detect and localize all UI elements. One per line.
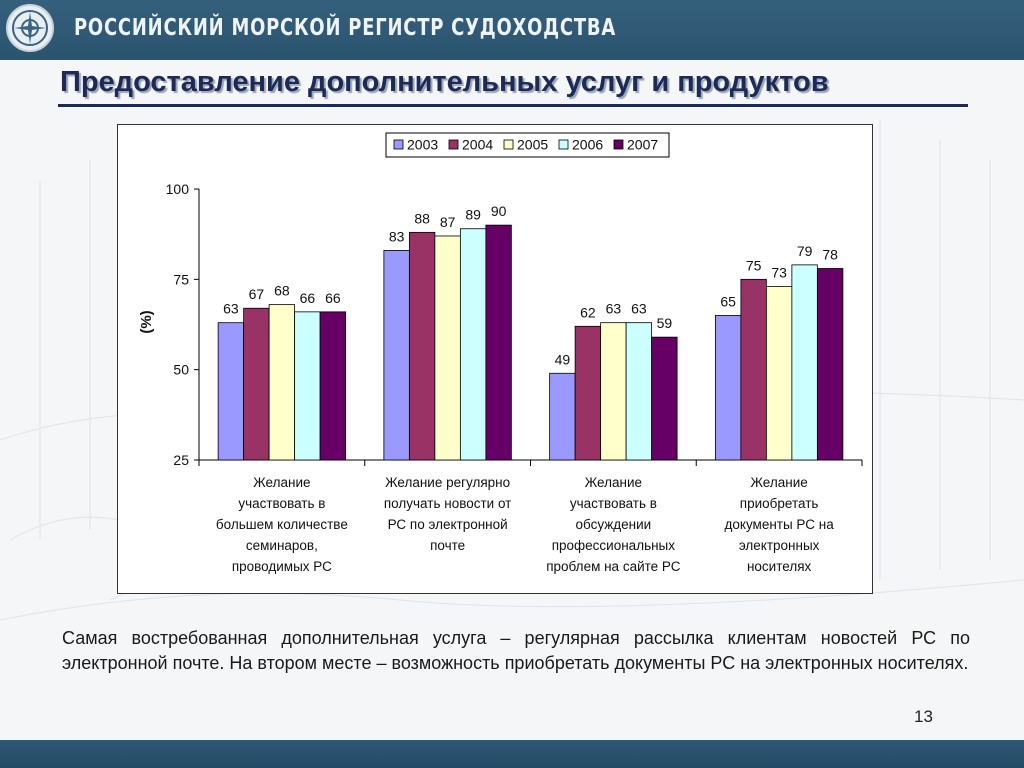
y-tick-label: 50 [173,362,189,378]
legend-label-2003: 2003 [407,137,438,153]
data-label: 87 [440,214,456,230]
legend-swatch-2003 [393,139,404,150]
bar-2007 [319,311,347,461]
x-category-label-line: обсуждении [575,517,652,532]
y-axis-label: (%) [138,310,155,333]
data-label: 88 [414,210,430,226]
page-title: Предоставление дополнительных услуг и пр… [60,66,829,98]
x-category-label-line: участвовать в [238,496,326,511]
x-category-label-line: документы РС на [724,517,834,532]
bar-2005 [268,304,296,461]
header-bar: РОССИЙСКИЙ МОРСКОЙ РЕГИСТР СУДОХОДСТВА [0,0,1024,60]
data-label: 67 [249,286,265,302]
data-label: 83 [389,228,405,244]
chart-panel: 25 50 75 100 (%) 63 83 49 65 67 88 62 75 68 87 63 73 66 89… [117,124,873,594]
legend-label-2005: 2005 [517,137,548,153]
bar-2006 [294,311,321,461]
org-name: РОССИЙСКИЙ МОРСКОЙ РЕГИСТР СУДОХОДСТВА [74,15,616,41]
data-label: 68 [274,283,290,299]
bar-2003 [217,322,245,461]
x-category-label-line: носителях [746,559,812,574]
data-label: 90 [491,203,507,219]
bar-2005 [765,286,793,461]
bar-2004 [574,325,602,461]
data-label: 78 [822,246,838,262]
bar-2006 [791,264,818,461]
bar-2003 [549,372,576,461]
data-label: 63 [223,301,239,317]
x-category-label-line: профессиональных [551,538,676,553]
bar-chart: 25 50 75 100 (%) 63 83 49 65 67 88 62 75 68 87 63 73 66 89… [138,132,863,468]
x-category-label-line: Желание [253,475,311,490]
x-category-label-line: РС по электронной [387,517,508,532]
bar-2003 [714,315,742,461]
data-label: 63 [606,301,622,317]
bar-2004 [243,307,270,461]
x-category-label-line: Желание [750,475,808,490]
bar-2004 [408,231,436,461]
x-category-label-line: семинаров, [245,538,318,553]
bar-2007 [485,224,512,461]
data-label: 66 [325,290,341,306]
bar-2007 [651,336,678,461]
x-category-label: Желание приобретать документы РС на электро… [698,472,860,577]
data-label: 63 [631,301,647,317]
legend-swatch-2004 [448,139,459,150]
y-tick-label: 75 [173,271,189,287]
data-label: 75 [746,257,762,273]
bar-2006 [625,322,653,461]
data-label: 79 [797,243,813,259]
x-category-label-line: получать новости от [383,496,512,511]
y-tick-label: 100 [166,181,190,197]
x-category-label-line: участвовать в [569,496,657,511]
title-underline [58,104,968,107]
legend-swatch-2006 [558,139,569,150]
data-label: 59 [657,315,673,331]
y-tick-label: 25 [173,452,189,468]
bar-2006 [459,228,487,461]
bar-2005 [434,235,461,461]
x-category-label-line: Желание регулярно [385,475,511,490]
x-category-label-line: Желание [584,475,642,490]
data-label: 89 [465,207,481,223]
bar-2003 [383,250,410,461]
data-label: 73 [771,265,787,281]
bar-2004 [740,278,767,461]
x-category-label: Желание участвовать в обсуждении профессион… [532,472,694,577]
x-category-label-line: проводимых РС [231,559,332,574]
x-category-label-line: почте [430,538,466,553]
page-number: 13 [914,707,933,726]
bar-2007 [816,268,844,461]
x-category-label-line: большем количестве [215,517,348,532]
x-category-label-line: приобретать [739,496,819,511]
bar-2005 [600,322,627,461]
legend-swatch-2007 [613,139,624,150]
legend-swatch-2005 [503,139,514,150]
legend-label-2006: 2006 [572,137,603,153]
data-label: 66 [300,290,316,306]
data-label: 65 [720,293,736,309]
register-logo [6,4,54,52]
x-category-label: Желание участвовать в большем количестве се… [201,472,363,577]
data-label: 49 [555,351,571,367]
x-category-label: Желание регулярно получать новости от РС п… [367,472,529,556]
x-category-label-line: электронных [738,538,820,553]
data-label: 62 [580,304,596,320]
legend-label-2007: 2007 [627,137,658,153]
footer-bar [0,740,1024,768]
caption-text: Самая востребованная дополнительная услу… [62,628,970,673]
legend-label-2004: 2004 [462,137,493,153]
x-category-label-line: проблем на сайте РС [546,559,681,574]
